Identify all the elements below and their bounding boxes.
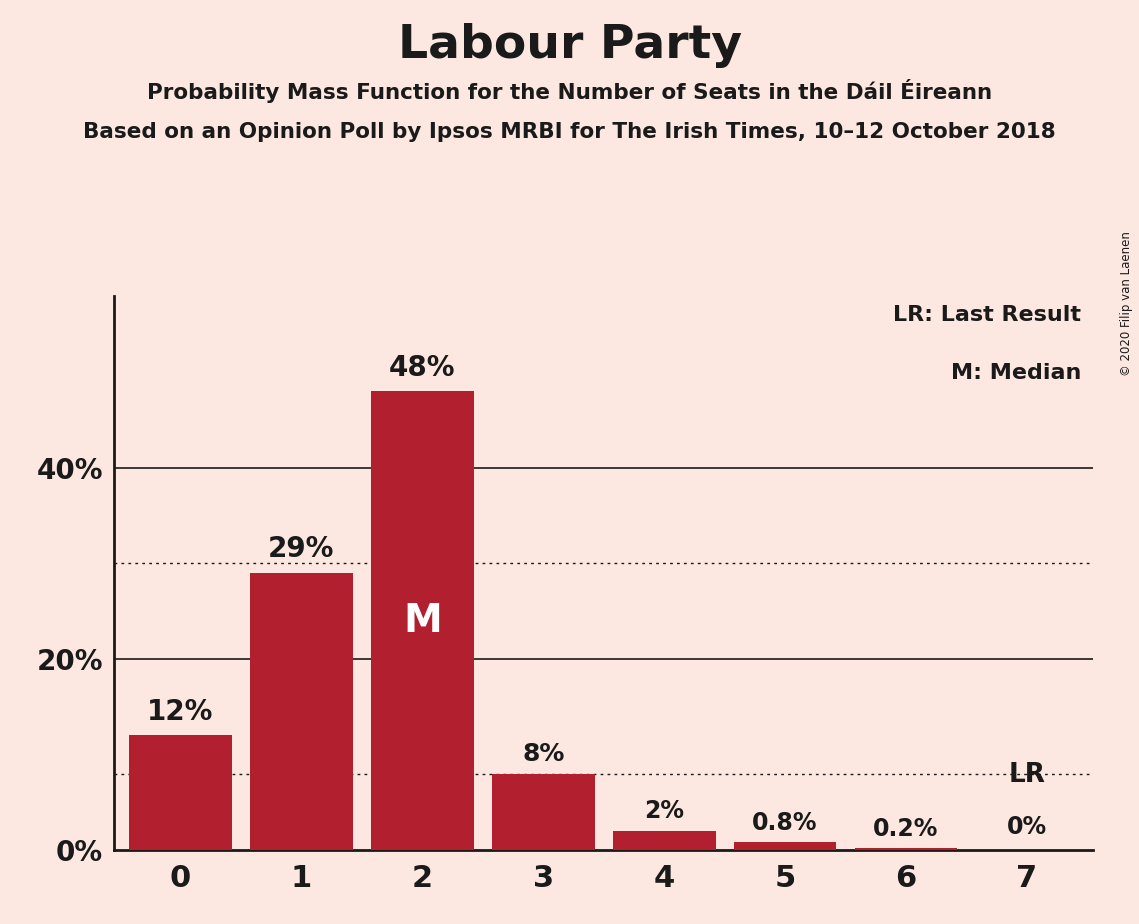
Text: 0.2%: 0.2% (874, 817, 939, 841)
Text: Probability Mass Function for the Number of Seats in the Dáil Éireann: Probability Mass Function for the Number… (147, 79, 992, 103)
Bar (249, 573, 353, 850)
Text: 0%: 0% (1007, 815, 1047, 839)
Bar (854, 848, 958, 850)
Text: LR: LR (1008, 762, 1046, 788)
Text: 2%: 2% (645, 799, 685, 823)
Text: 12%: 12% (147, 698, 214, 726)
Text: M: Median: M: Median (951, 362, 1081, 383)
Text: © 2020 Filip van Laenen: © 2020 Filip van Laenen (1121, 231, 1133, 376)
Text: M: M (403, 602, 442, 639)
Text: Based on an Opinion Poll by Ipsos MRBI for The Irish Times, 10–12 October 2018: Based on an Opinion Poll by Ipsos MRBI f… (83, 122, 1056, 142)
Bar (613, 831, 715, 850)
Bar (371, 391, 474, 850)
Bar (734, 843, 836, 850)
Text: 29%: 29% (268, 535, 335, 564)
Text: Labour Party: Labour Party (398, 23, 741, 68)
Bar (129, 736, 232, 850)
Text: LR: Last Result: LR: Last Result (893, 305, 1081, 325)
Bar (492, 773, 595, 850)
Text: 48%: 48% (390, 354, 456, 382)
Text: 8%: 8% (522, 742, 565, 766)
Text: 0.8%: 0.8% (753, 810, 818, 834)
